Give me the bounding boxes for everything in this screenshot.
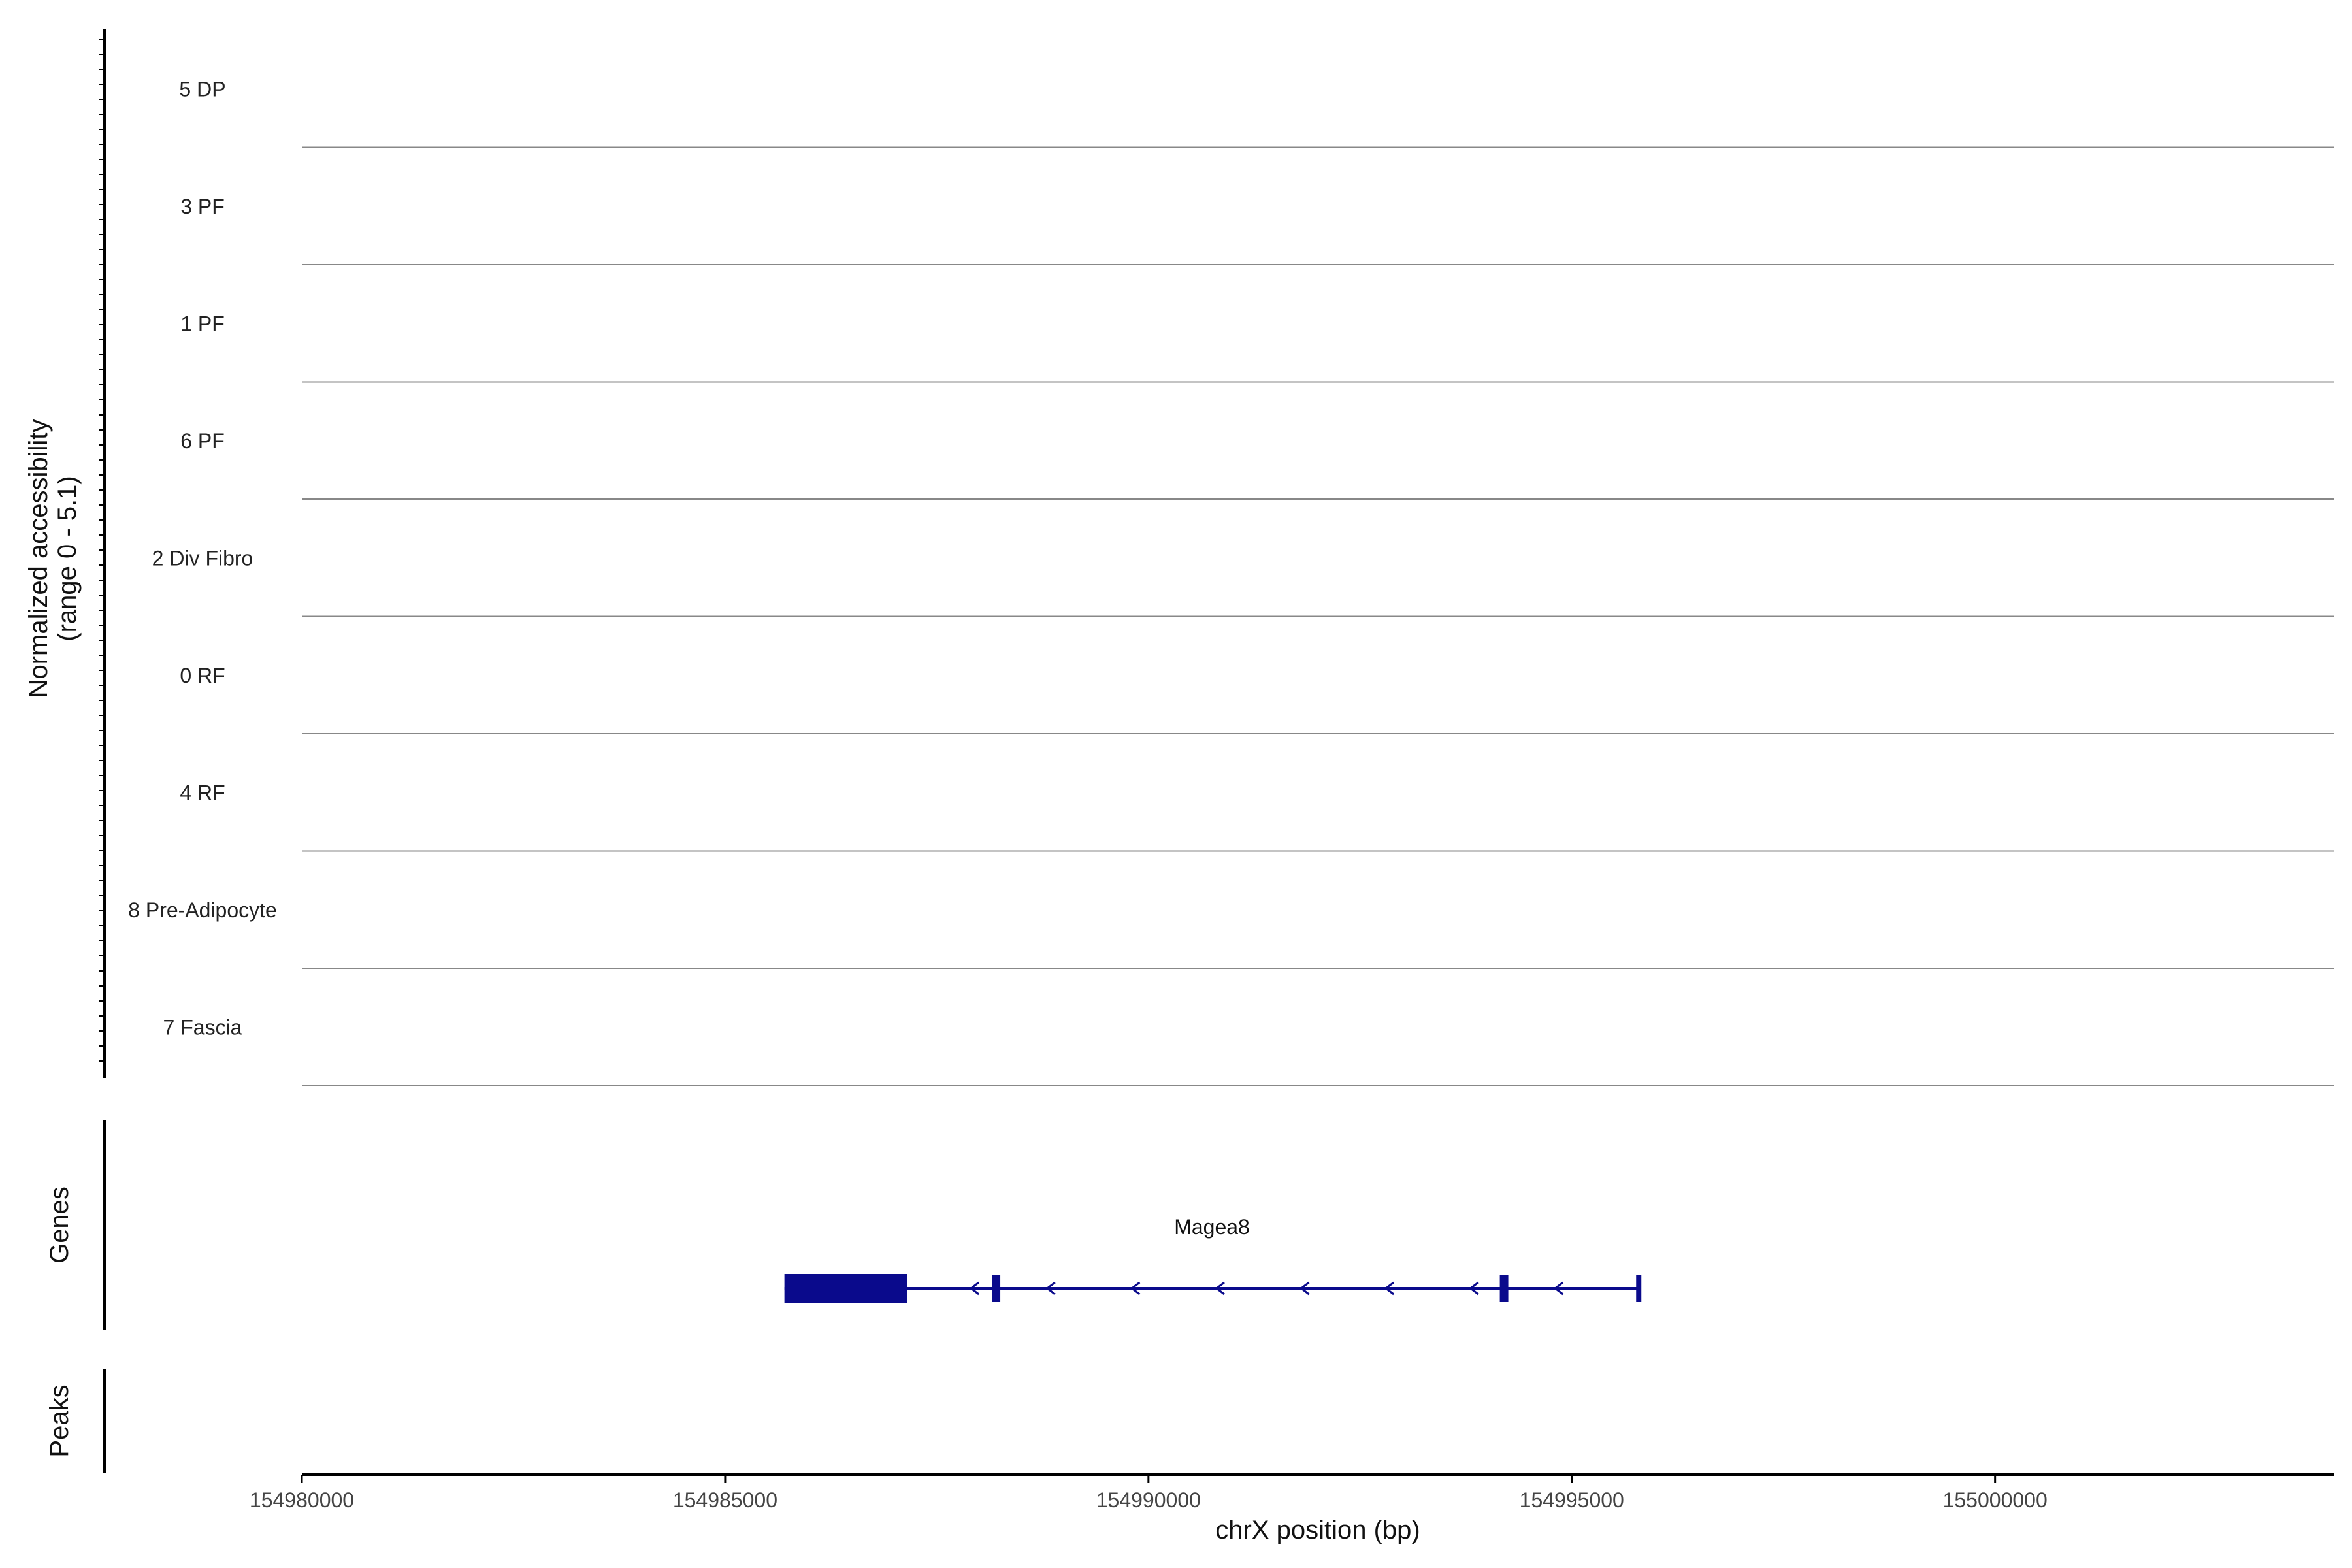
track-label: 0 RF bbox=[180, 664, 225, 687]
y-axis-title-line2: (range 0 - 5.1) bbox=[53, 476, 82, 641]
gene-exon bbox=[992, 1275, 1001, 1302]
gene-model-magea8: Magea8 bbox=[784, 1215, 1642, 1303]
genes-panel-title: Genes bbox=[45, 1186, 74, 1264]
track-5-dp: 5 DP bbox=[179, 78, 2334, 148]
gene-exon bbox=[1499, 1275, 1509, 1302]
x-tick-label: 155000000 bbox=[1943, 1488, 2048, 1512]
strand-arrow bbox=[1215, 1281, 1225, 1296]
track-3-pf: 3 PF bbox=[180, 195, 2334, 265]
x-tick-label: 154985000 bbox=[673, 1488, 777, 1512]
y-axis-title: Normalized accessibility (range 0 - 5.1) bbox=[24, 419, 82, 698]
track-1-pf: 1 PF bbox=[180, 312, 2334, 383]
x-axis-title: chrX position (bp) bbox=[1215, 1516, 1420, 1544]
gene-exon bbox=[784, 1274, 907, 1303]
coverage-y-axis-ticks bbox=[99, 39, 105, 1062]
x-tick-label: 154990000 bbox=[1096, 1488, 1201, 1512]
gene-label: Magea8 bbox=[1174, 1215, 1250, 1239]
track-label: 6 PF bbox=[180, 429, 225, 453]
coverage-tracks: 5 DP 3 PF 1 PF 6 PF 2 Div Fibro 0 RF 4 RF 8 Pre… bbox=[128, 78, 2334, 1086]
strand-arrow bbox=[969, 1281, 980, 1296]
strand-arrow bbox=[1130, 1281, 1141, 1296]
x-axis-ticks: 154980000 154985000 154990000 154995000 1550… bbox=[250, 1475, 2048, 1512]
track-8-pre-adipocyte: 8 Pre-Adipocyte bbox=[128, 898, 2334, 969]
strand-arrow bbox=[1469, 1281, 1479, 1296]
track-label: 2 Div Fibro bbox=[152, 547, 253, 570]
track-6-pf: 6 PF bbox=[180, 429, 2334, 500]
x-tick-label: 154995000 bbox=[1520, 1488, 1624, 1512]
track-label: 8 Pre-Adipocyte bbox=[128, 898, 277, 922]
peaks-panel-title: Peaks bbox=[45, 1384, 74, 1457]
track-0-rf: 0 RF bbox=[180, 664, 2334, 734]
track-2-div-fibro: 2 Div Fibro bbox=[152, 547, 2334, 617]
track-label: 5 DP bbox=[179, 78, 225, 101]
strand-arrow bbox=[1384, 1281, 1395, 1296]
x-tick-label: 154980000 bbox=[250, 1488, 354, 1512]
track-label: 7 Fascia bbox=[163, 1016, 242, 1039]
y-axis-title-line1: Normalized accessibility bbox=[24, 419, 53, 698]
track-label: 4 RF bbox=[180, 781, 225, 805]
strand-arrow bbox=[1553, 1281, 1564, 1296]
track-label: 1 PF bbox=[180, 312, 225, 336]
track-7-fascia: 7 Fascia bbox=[163, 1016, 2334, 1086]
strand-arrow bbox=[1299, 1281, 1310, 1296]
strand-arrow bbox=[1045, 1281, 1056, 1296]
gene-exon bbox=[1636, 1275, 1642, 1302]
track-4-rf: 4 RF bbox=[180, 781, 2334, 852]
track-label: 3 PF bbox=[180, 195, 225, 218]
